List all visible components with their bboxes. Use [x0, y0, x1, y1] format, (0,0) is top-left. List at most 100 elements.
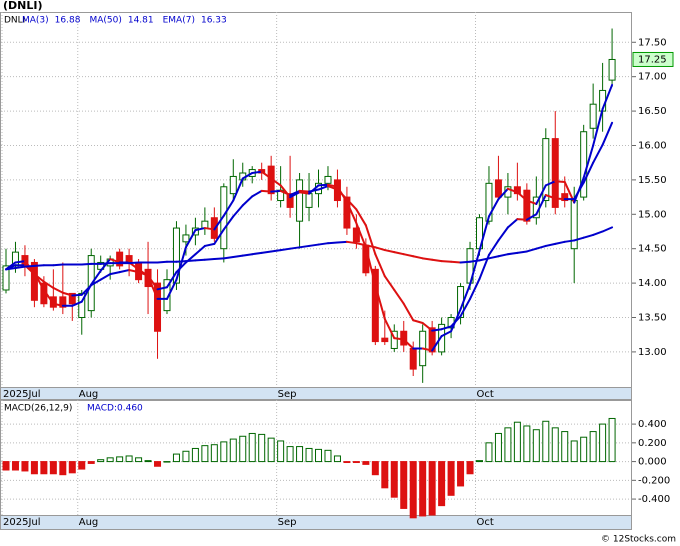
ma-line: [374, 246, 386, 252]
ma-line: [601, 226, 614, 233]
candle-body: [201, 220, 209, 229]
macd-bar: [21, 461, 29, 472]
ma-line: [71, 300, 83, 307]
ma-line: [469, 249, 481, 286]
ma-line: [393, 251, 405, 256]
ma-line: [402, 253, 415, 258]
ma-line: [469, 277, 481, 300]
ma-line: [203, 258, 216, 261]
ma-line: [544, 180, 557, 187]
ma-line: [156, 260, 168, 264]
macd-bar: [438, 461, 446, 507]
ma-line: [213, 214, 225, 231]
y-tick-label: 16.50: [638, 106, 667, 117]
ma-line: [554, 197, 566, 201]
macd-bar: [428, 461, 436, 516]
legend-name: MA(3): [22, 16, 49, 26]
ma-line: [459, 283, 472, 311]
macd-bar: [135, 457, 143, 463]
x-tick-label: 2025Jul: [3, 389, 41, 400]
ma-line: [71, 293, 83, 297]
candle-body: [68, 292, 76, 305]
ma-line: [582, 233, 595, 239]
ma-line: [99, 258, 112, 272]
candle-body: [608, 58, 616, 81]
ma-line: [298, 189, 311, 193]
candle-body: [409, 347, 417, 370]
candle-body: [116, 251, 124, 267]
ma-line: [355, 208, 367, 227]
ma-line: [251, 189, 263, 198]
ma-line: [516, 191, 528, 202]
candle-body: [220, 186, 228, 250]
macd-bar: [87, 461, 95, 464]
ma-line: [14, 260, 26, 264]
ma-line: [506, 251, 519, 256]
macd-bar: [220, 441, 228, 463]
ma-line: [345, 200, 358, 225]
y-tick-label: 14.50: [638, 244, 667, 255]
y-tick-label: 17.00: [638, 72, 667, 83]
ma-line: [317, 185, 329, 191]
ma-line: [592, 108, 604, 147]
macd-bar: [542, 420, 550, 463]
ma-line: [80, 262, 93, 266]
ma-line: [128, 261, 140, 265]
macd-bar: [419, 461, 427, 517]
time-axis: [0, 515, 632, 530]
ma-line: [383, 249, 396, 254]
ma-line: [383, 275, 396, 291]
candle-body: [381, 337, 389, 343]
ma-line: [52, 286, 64, 294]
macd-bar: [116, 456, 124, 463]
ma-line: [308, 188, 320, 193]
x-tick-label: Aug: [79, 517, 99, 528]
ma-line: [5, 266, 17, 271]
price-tag: [632, 51, 674, 67]
macd-bar: [494, 432, 502, 463]
ma-line: [364, 224, 377, 256]
ma-line: [355, 242, 367, 247]
ma-line: [478, 215, 490, 252]
ma-line: [175, 260, 187, 263]
ma-line: [582, 161, 595, 184]
ma-line: [535, 184, 547, 205]
ma-line: [345, 198, 358, 211]
ma-line: [497, 253, 509, 258]
y-tick-label: 13.00: [638, 347, 667, 358]
ma-line: [52, 302, 64, 307]
ma-line: [213, 228, 225, 245]
macd-bar: [40, 461, 48, 475]
macd-bar: [154, 461, 162, 467]
y-tick-label: 0.400: [638, 419, 667, 430]
macd-bar: [400, 461, 408, 509]
candle-body: [428, 327, 436, 353]
macd-bar: [447, 461, 455, 496]
ma-line: [109, 271, 121, 276]
candle-body: [30, 261, 38, 301]
ma-line: [563, 239, 576, 243]
ma-line: [317, 183, 329, 187]
ma-line: [345, 240, 358, 245]
ma-line: [440, 330, 453, 338]
ma-line: [393, 288, 405, 305]
ma-line: [364, 246, 377, 287]
y-tick-label: 15.00: [638, 209, 667, 220]
ma-line: [251, 251, 263, 256]
macd-bar: [201, 445, 209, 463]
ma-line: [80, 284, 93, 296]
x-tick-label: Sep: [278, 389, 297, 400]
macd-bar: [561, 431, 569, 463]
ma-line: [33, 273, 45, 283]
macd-bar: [608, 417, 616, 463]
footer: © 12Stocks.com: [601, 535, 676, 545]
ma-line: [459, 260, 472, 264]
ma-line: [165, 278, 178, 300]
ma-line: [326, 241, 339, 245]
ma-line: [23, 264, 36, 268]
ma-line: [459, 297, 472, 318]
y-tick-label: -0.200: [638, 475, 670, 486]
ma-line: [194, 258, 206, 262]
ma-line: [241, 195, 254, 207]
